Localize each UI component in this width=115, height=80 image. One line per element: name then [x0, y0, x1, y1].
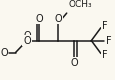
Text: O: O	[0, 48, 8, 58]
Text: O: O	[23, 31, 30, 41]
Text: O: O	[70, 58, 77, 68]
Text: O: O	[54, 14, 62, 24]
Text: O: O	[23, 36, 30, 46]
Text: O: O	[35, 14, 43, 24]
Text: O: O	[0, 48, 8, 58]
Text: F: F	[105, 36, 110, 46]
Text: OCH₃: OCH₃	[68, 0, 91, 9]
Text: F: F	[101, 50, 106, 60]
Text: F: F	[101, 21, 106, 31]
Text: O: O	[23, 31, 30, 41]
